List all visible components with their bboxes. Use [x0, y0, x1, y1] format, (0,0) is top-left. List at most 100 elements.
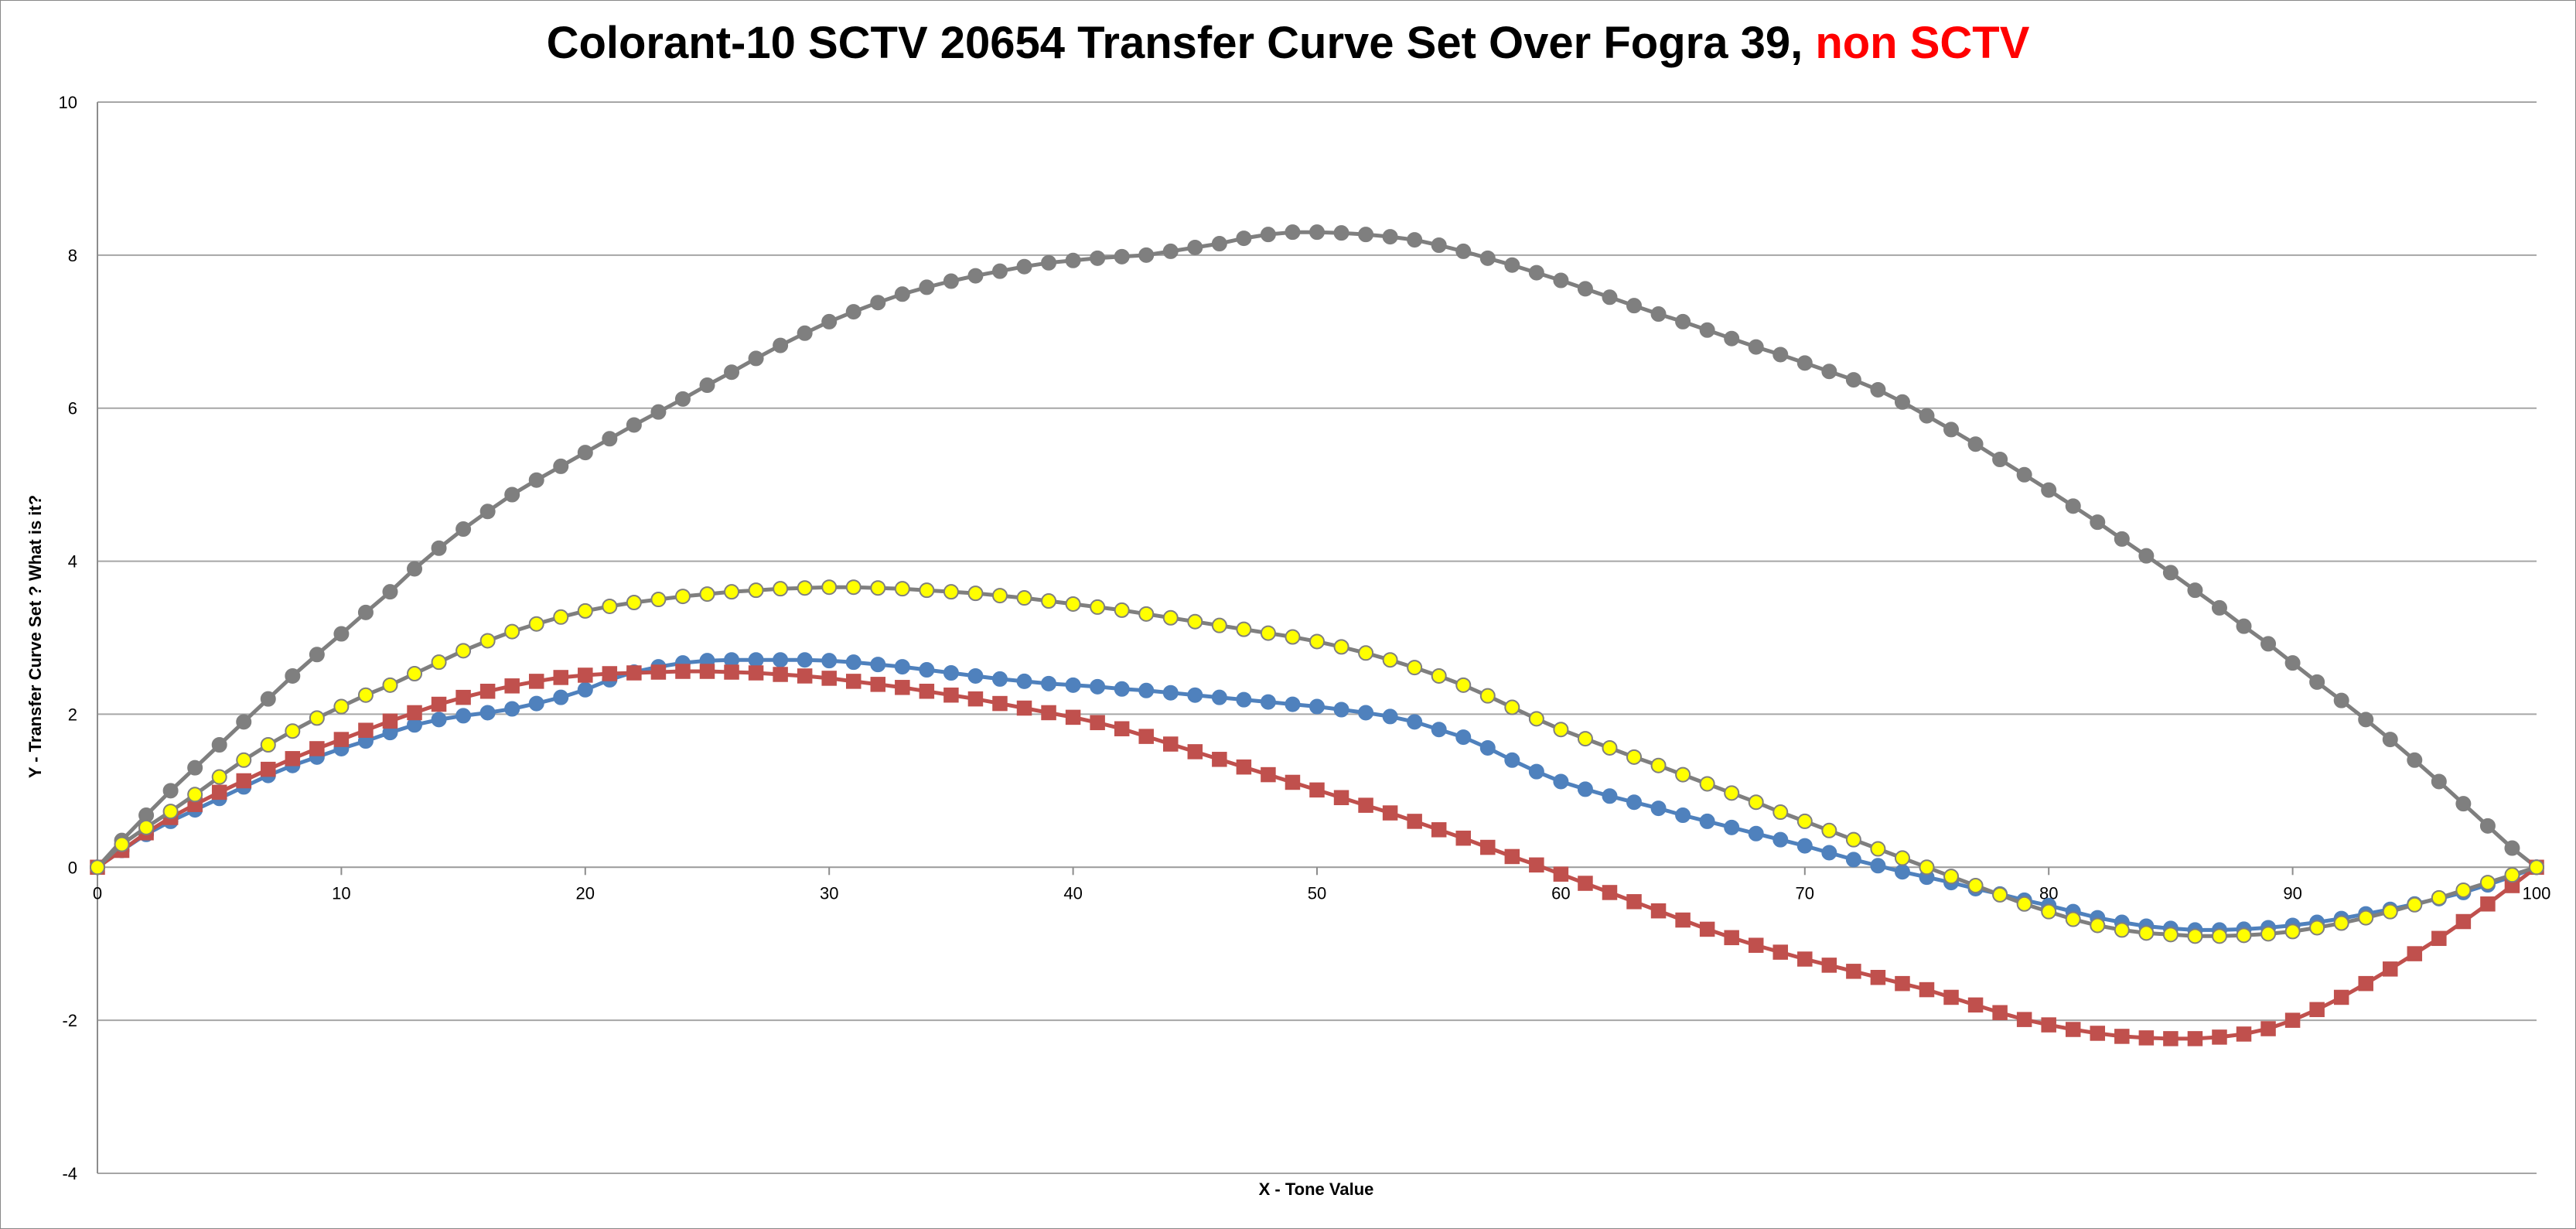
x-tick-label: 10	[332, 883, 350, 903]
data-point	[2236, 927, 2252, 944]
data-point	[1285, 629, 1301, 645]
data-point	[1114, 248, 1130, 265]
data-point	[2041, 1017, 2056, 1033]
data-point	[1553, 866, 1569, 882]
data-point	[943, 273, 959, 289]
data-point	[1504, 699, 1520, 715]
data-point	[650, 404, 667, 420]
data-point	[382, 584, 398, 600]
data-point	[1675, 912, 1691, 928]
data-point	[1236, 691, 1252, 708]
data-point	[1236, 621, 1252, 637]
data-point	[1138, 247, 1155, 263]
data-point	[455, 689, 471, 705]
data-point	[1479, 250, 1496, 266]
data-point	[748, 652, 764, 668]
data-point	[2431, 773, 2447, 790]
data-point	[2431, 889, 2447, 906]
x-tick-label: 40	[1063, 883, 1082, 903]
data-point	[2358, 975, 2373, 992]
data-point	[1748, 794, 1764, 811]
x-tick-label: 0	[93, 883, 102, 903]
data-point	[1748, 825, 1764, 842]
data-point	[2382, 903, 2398, 920]
data-point	[1772, 831, 1789, 848]
data-point	[431, 540, 447, 556]
data-point	[1382, 229, 1398, 245]
data-point	[1260, 227, 1276, 243]
data-point	[1796, 813, 1813, 829]
data-point	[1162, 243, 1179, 259]
data-point	[357, 604, 374, 620]
data-point	[797, 668, 813, 684]
data-point	[528, 616, 544, 632]
data-point	[1090, 715, 1105, 731]
data-point	[431, 712, 447, 728]
y-tick-label: -2	[62, 1011, 77, 1030]
data-point	[1943, 869, 1960, 885]
data-point	[431, 654, 447, 671]
data-point	[1650, 903, 1667, 919]
data-point	[1699, 776, 1715, 792]
data-point	[1382, 652, 1398, 668]
data-point	[1699, 921, 1715, 937]
data-point	[1065, 252, 1081, 268]
data-point	[1748, 937, 1764, 953]
data-point	[870, 677, 886, 692]
data-point	[309, 710, 325, 726]
data-point	[1211, 236, 1227, 252]
data-point	[1212, 752, 1227, 767]
data-point	[1236, 230, 1252, 247]
data-point	[967, 691, 984, 707]
data-point	[1675, 766, 1691, 783]
data-point	[1553, 773, 1569, 790]
x-tick-label: 30	[820, 883, 838, 903]
y-tick-label: 10	[59, 93, 77, 112]
data-point	[114, 836, 130, 852]
data-point	[845, 674, 862, 689]
data-point	[724, 364, 740, 381]
data-point	[1358, 645, 1374, 661]
data-point	[504, 701, 520, 717]
data-point	[1358, 705, 1374, 721]
data-point	[1407, 714, 1423, 730]
data-point	[1162, 609, 1179, 626]
data-point	[1748, 339, 1764, 355]
data-point	[1870, 858, 1886, 874]
data-point	[894, 286, 910, 302]
data-point	[2065, 911, 2081, 927]
data-point	[553, 670, 569, 685]
series-1	[90, 224, 2544, 876]
data-point	[845, 579, 862, 596]
data-point	[1724, 819, 1740, 835]
data-point	[504, 623, 520, 640]
y-tick-label: 0	[68, 858, 77, 877]
data-point	[675, 664, 691, 679]
data-point	[211, 769, 227, 785]
data-point	[992, 695, 1008, 712]
data-point	[2382, 732, 2398, 748]
data-point	[455, 521, 472, 538]
data-point	[2187, 582, 2203, 599]
data-point	[1407, 232, 1423, 248]
data-point	[504, 486, 520, 503]
data-point	[1236, 759, 1252, 775]
data-point	[2260, 1021, 2276, 1036]
data-point	[1455, 243, 1472, 259]
data-point	[1431, 237, 1447, 253]
data-point	[455, 643, 472, 659]
data-point	[1358, 797, 1373, 813]
data-point	[382, 713, 398, 729]
data-point	[1602, 788, 1618, 804]
data-point	[90, 859, 105, 876]
data-point	[2479, 818, 2496, 834]
data-point	[285, 667, 301, 684]
data-point	[1699, 813, 1715, 829]
data-point	[724, 584, 740, 600]
data-point	[1845, 852, 1861, 868]
data-point	[1675, 313, 1691, 329]
data-point	[943, 584, 959, 600]
data-point	[260, 737, 276, 753]
data-point	[1528, 265, 1544, 281]
